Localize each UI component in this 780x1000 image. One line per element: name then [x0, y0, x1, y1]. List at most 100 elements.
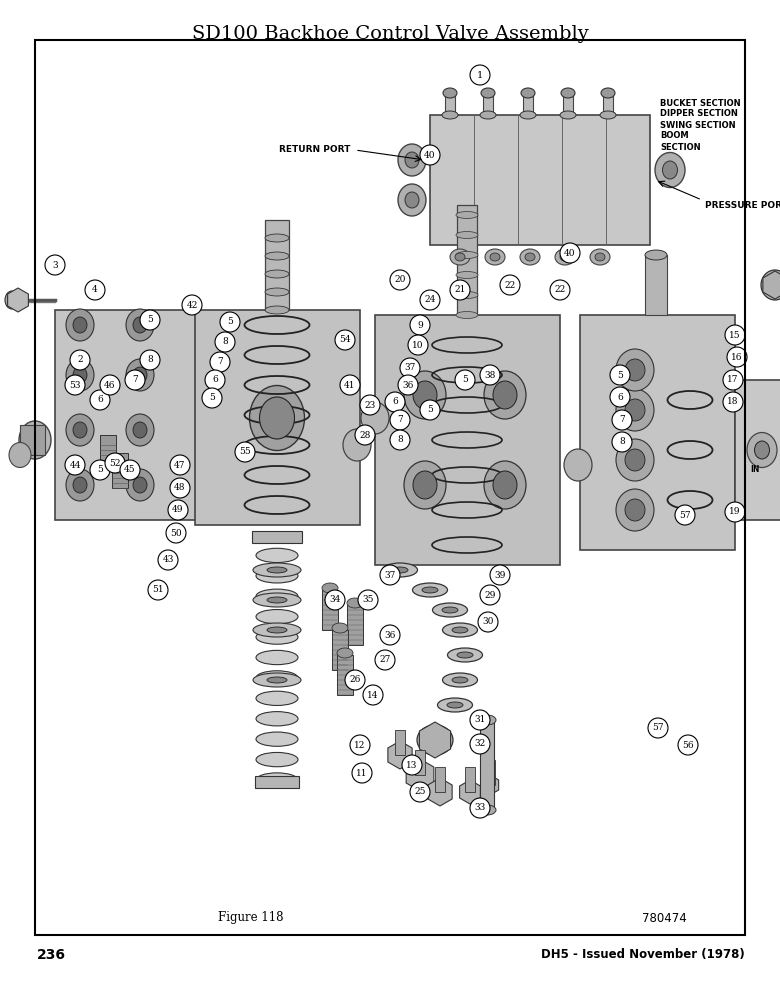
- Ellipse shape: [601, 88, 615, 98]
- Text: 24: 24: [424, 296, 436, 304]
- Circle shape: [182, 295, 202, 315]
- Bar: [112, 453, 128, 488]
- Circle shape: [727, 347, 747, 367]
- Ellipse shape: [655, 152, 685, 188]
- Bar: [55, 310, 200, 520]
- Text: 6: 6: [212, 375, 218, 384]
- Text: 19: 19: [729, 508, 741, 516]
- Text: DIPPER SECTION: DIPPER SECTION: [660, 109, 738, 118]
- Circle shape: [410, 782, 430, 802]
- Ellipse shape: [126, 359, 154, 391]
- Circle shape: [70, 350, 90, 370]
- Circle shape: [385, 392, 405, 412]
- Circle shape: [675, 505, 695, 525]
- Bar: [322, 590, 338, 630]
- Text: 9: 9: [417, 320, 423, 330]
- Text: 236: 236: [37, 948, 66, 962]
- Ellipse shape: [447, 702, 463, 708]
- Circle shape: [470, 734, 490, 754]
- Text: 47: 47: [174, 460, 186, 470]
- Ellipse shape: [456, 312, 478, 318]
- Circle shape: [355, 425, 375, 445]
- Text: 7: 7: [217, 358, 223, 366]
- Text: 5: 5: [617, 370, 623, 379]
- Ellipse shape: [520, 111, 536, 119]
- Circle shape: [480, 365, 500, 385]
- Circle shape: [420, 290, 440, 310]
- Circle shape: [470, 710, 490, 730]
- Ellipse shape: [456, 232, 478, 238]
- Ellipse shape: [361, 402, 389, 434]
- Ellipse shape: [600, 111, 616, 119]
- Text: 30: 30: [482, 617, 494, 626]
- Text: SECTION: SECTION: [660, 142, 700, 151]
- Ellipse shape: [564, 449, 592, 481]
- Circle shape: [648, 718, 668, 738]
- Text: 25: 25: [414, 788, 426, 796]
- Ellipse shape: [343, 429, 371, 461]
- Circle shape: [678, 735, 698, 755]
- Circle shape: [410, 315, 430, 335]
- Text: 2: 2: [77, 356, 83, 364]
- Circle shape: [725, 325, 745, 345]
- Text: 5: 5: [209, 393, 215, 402]
- Text: 54: 54: [339, 336, 351, 344]
- Text: DH5 - Issued November (1978): DH5 - Issued November (1978): [541, 948, 745, 961]
- Ellipse shape: [73, 422, 87, 438]
- Polygon shape: [406, 759, 434, 791]
- Bar: [100, 435, 116, 470]
- Ellipse shape: [422, 587, 438, 593]
- Ellipse shape: [457, 652, 473, 658]
- Ellipse shape: [126, 414, 154, 446]
- Ellipse shape: [73, 367, 87, 383]
- Ellipse shape: [66, 309, 94, 341]
- Text: 22: 22: [555, 286, 565, 294]
- Circle shape: [215, 332, 235, 352]
- Ellipse shape: [265, 252, 289, 260]
- Text: 44: 44: [69, 460, 81, 470]
- Circle shape: [612, 432, 632, 452]
- Circle shape: [210, 352, 230, 372]
- Ellipse shape: [256, 569, 298, 583]
- Ellipse shape: [442, 607, 458, 613]
- Circle shape: [100, 375, 120, 395]
- Ellipse shape: [66, 359, 94, 391]
- Ellipse shape: [405, 152, 419, 168]
- Circle shape: [610, 387, 630, 407]
- Ellipse shape: [267, 567, 287, 573]
- Circle shape: [420, 400, 440, 420]
- Bar: [375, 315, 560, 565]
- Ellipse shape: [484, 461, 526, 509]
- Circle shape: [90, 390, 110, 410]
- Circle shape: [420, 145, 440, 165]
- Text: 35: 35: [362, 595, 374, 604]
- Circle shape: [45, 255, 65, 275]
- Text: 5: 5: [462, 375, 468, 384]
- Circle shape: [723, 392, 743, 412]
- Text: 57: 57: [679, 510, 691, 520]
- Text: 8: 8: [147, 356, 153, 364]
- Ellipse shape: [645, 250, 667, 260]
- Text: 32: 32: [474, 740, 486, 748]
- Circle shape: [158, 550, 178, 570]
- Text: 34: 34: [329, 595, 341, 604]
- Text: 15: 15: [729, 330, 741, 340]
- Ellipse shape: [521, 88, 535, 98]
- Circle shape: [65, 455, 85, 475]
- Circle shape: [723, 370, 743, 390]
- Ellipse shape: [405, 192, 419, 208]
- Circle shape: [610, 365, 630, 385]
- Ellipse shape: [443, 88, 457, 98]
- Text: 6: 6: [98, 395, 103, 404]
- Text: 5: 5: [227, 318, 233, 326]
- Text: 6: 6: [392, 397, 398, 406]
- Circle shape: [85, 280, 105, 300]
- Bar: [195, 310, 360, 525]
- Ellipse shape: [256, 732, 298, 746]
- Text: PRESSURE PORT: PRESSURE PORT: [705, 200, 780, 210]
- Ellipse shape: [452, 627, 468, 633]
- Bar: [445, 93, 455, 115]
- Ellipse shape: [256, 589, 298, 603]
- Ellipse shape: [256, 671, 298, 685]
- Ellipse shape: [253, 563, 301, 577]
